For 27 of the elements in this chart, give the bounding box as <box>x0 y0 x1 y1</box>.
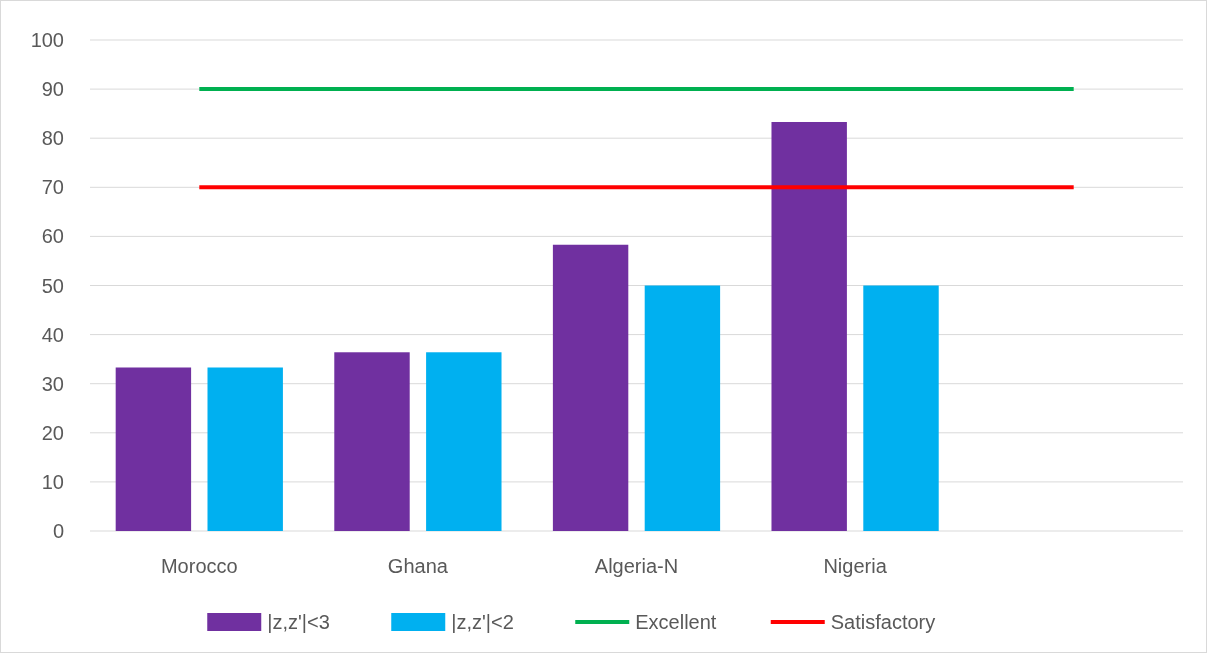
y-tick-label: 90 <box>41 78 64 101</box>
bar <box>334 352 410 531</box>
legend-label: |z,z'|<3 <box>267 611 330 633</box>
y-tick-label: 100 <box>30 29 64 51</box>
bar <box>552 244 629 531</box>
x-tick-label: Nigeria <box>823 555 888 577</box>
x-tick-label: Morocco <box>160 555 238 577</box>
bar <box>426 352 502 531</box>
y-tick-label: 60 <box>41 225 64 248</box>
y-tick-label: 10 <box>41 470 64 493</box>
y-tick-label: 0 <box>52 520 64 542</box>
bar <box>644 285 721 531</box>
x-tick-label: Ghana <box>387 555 449 577</box>
y-tick-label: 70 <box>41 176 64 199</box>
y-tick-label: 30 <box>41 372 64 395</box>
legend-label: Satisfactory <box>830 611 936 633</box>
legend-label: Excellent <box>635 611 717 633</box>
y-tick-label: 50 <box>41 274 64 297</box>
legend-label: |z,z'|<2 <box>451 611 514 633</box>
bar <box>771 122 847 531</box>
bar <box>115 367 192 531</box>
bar <box>863 285 939 531</box>
y-tick-label: 20 <box>41 421 64 444</box>
y-tick-label: 40 <box>41 323 64 346</box>
bar <box>207 367 283 531</box>
y-tick-label: 80 <box>41 127 64 150</box>
x-tick-label: Algeria-N <box>594 555 679 577</box>
